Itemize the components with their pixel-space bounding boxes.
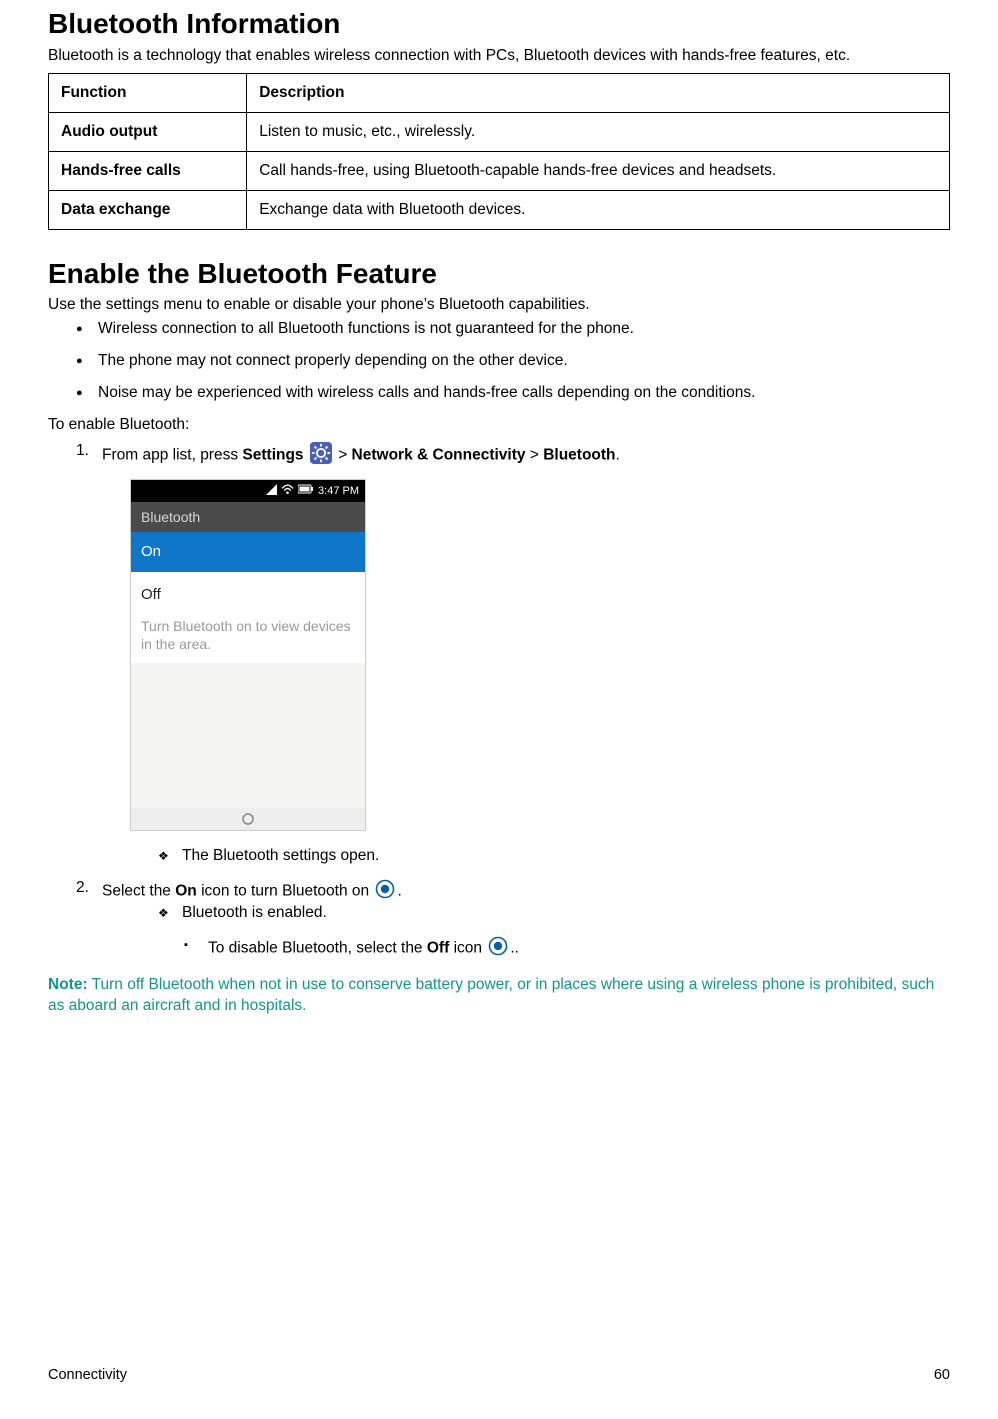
list-item: Noise may be experienced with wireless c…	[76, 384, 950, 402]
caveat-list: Wireless connection to all Bluetooth fun…	[76, 320, 950, 402]
table-cell: Hands-free calls	[49, 151, 247, 190]
step1-sep: >	[526, 447, 544, 464]
settings-icon	[310, 442, 332, 469]
step2-result: Bluetooth is enabled.	[158, 904, 950, 922]
screenshot-on-row: On	[131, 532, 365, 572]
section1-title: Bluetooth Information	[48, 8, 950, 40]
table-col-description: Description	[247, 73, 950, 112]
step2sub-suffix: ..	[510, 940, 519, 957]
circle-icon	[241, 812, 255, 826]
step2-sub-list: To disable Bluetooth, select the Off ico…	[184, 936, 950, 961]
note-text: Note: Turn off Bluetooth when not in use…	[48, 975, 950, 1017]
screenshot-body: Off Turn Bluetooth on to view devices in…	[131, 572, 365, 663]
list-item: Wireless connection to all Bluetooth fun…	[76, 320, 950, 338]
step2-result-list: Bluetooth is enabled.	[158, 904, 950, 922]
step2-on-label: On	[175, 883, 197, 900]
battery-icon	[298, 484, 314, 497]
step1-nav2: Bluetooth	[543, 447, 615, 464]
step1-nav1: Network & Connectivity	[352, 447, 526, 464]
step1-suffix: .	[616, 447, 620, 464]
section2-intro: Use the settings menu to enable or disab…	[48, 296, 950, 314]
step-1: From app list, press Settings > Network …	[76, 442, 950, 865]
screenshot-hint: Turn Bluetooth on to view devices in the…	[141, 617, 355, 653]
section1-intro: Bluetooth is a technology that enables w…	[48, 46, 950, 67]
table-cell: Call hands-free, using Bluetooth-capable…	[247, 151, 950, 190]
screenshot-time: 3:47 PM	[318, 485, 359, 497]
wifi-icon	[281, 484, 294, 498]
step2-mid: icon to turn Bluetooth on	[197, 883, 374, 900]
signal-icon	[266, 484, 277, 498]
table-cell: Data exchange	[49, 190, 247, 229]
step1-prefix: From app list, press	[102, 447, 242, 464]
page-footer: Connectivity 60	[48, 1367, 950, 1383]
section2-title: Enable the Bluetooth Feature	[48, 258, 950, 290]
table-row: Audio output Listen to music, etc., wire…	[49, 112, 950, 151]
table-row: Data exchange Exchange data with Bluetoo…	[49, 190, 950, 229]
screenshot-navbar	[131, 808, 365, 830]
screenshot-statusbar: 3:47 PM	[131, 480, 365, 502]
radio-on-icon	[375, 879, 395, 904]
step2sub-off-label: Off	[427, 940, 449, 957]
screenshot-title: Bluetooth	[131, 502, 365, 532]
list-item: The phone may not connect properly depen…	[76, 352, 950, 370]
step2-prefix: Select the	[102, 883, 175, 900]
table-cell: Exchange data with Bluetooth devices.	[247, 190, 950, 229]
footer-section: Connectivity	[48, 1367, 127, 1383]
to-enable-subhead: To enable Bluetooth:	[48, 416, 950, 434]
step2-sub-item: To disable Bluetooth, select the Off ico…	[184, 936, 950, 961]
step1-result: The Bluetooth settings open.	[158, 847, 950, 865]
step1-result-list: The Bluetooth settings open.	[158, 847, 950, 865]
table-col-function: Function	[49, 73, 247, 112]
table-cell: Audio output	[49, 112, 247, 151]
function-table: Function Description Audio output Listen…	[48, 73, 950, 230]
table-cell: Listen to music, etc., wirelessly.	[247, 112, 950, 151]
note-label: Note:	[48, 976, 88, 993]
radio-off-icon	[488, 936, 508, 961]
step1-settings-label: Settings	[242, 447, 303, 464]
step-2: Select the On icon to turn Bluetooth on …	[76, 879, 950, 961]
note-body: Turn off Bluetooth when not in use to co…	[48, 976, 934, 1014]
footer-page-number: 60	[934, 1367, 950, 1383]
step2-suffix: .	[397, 883, 401, 900]
steps-list: From app list, press Settings > Network …	[76, 442, 950, 961]
step2sub-prefix: To disable Bluetooth, select the	[208, 940, 427, 957]
screenshot-off-label: Off	[141, 586, 355, 603]
table-row: Hands-free calls Call hands-free, using …	[49, 151, 950, 190]
step1-mid: >	[338, 447, 351, 464]
step2sub-mid: icon	[449, 940, 486, 957]
bluetooth-screenshot: 3:47 PM Bluetooth On Off Turn Bluetooth …	[130, 479, 366, 831]
